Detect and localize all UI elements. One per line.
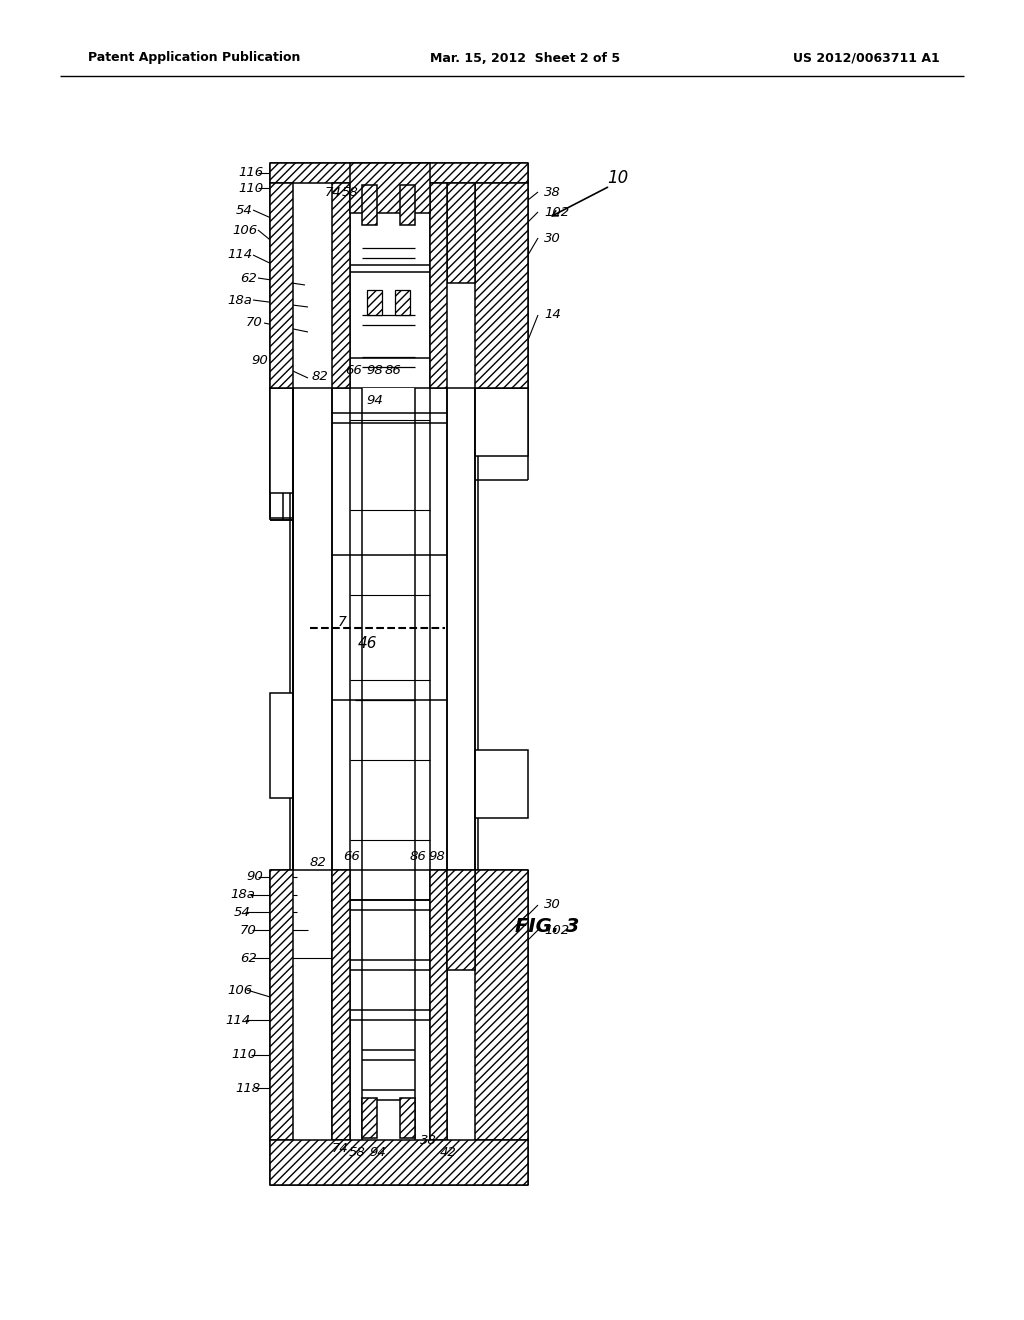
Bar [362, 185, 377, 224]
Text: 46: 46 [357, 635, 377, 651]
Bar [332, 870, 350, 1140]
Bar [362, 162, 415, 393]
Text: 94: 94 [370, 1147, 386, 1159]
Text: 90: 90 [246, 870, 263, 883]
Text: 58: 58 [348, 1147, 366, 1159]
Bar [475, 870, 528, 1140]
Text: 106: 106 [227, 983, 252, 997]
Text: 38: 38 [420, 1134, 436, 1147]
Bar [270, 388, 293, 492]
Text: 42: 42 [439, 1147, 457, 1159]
Text: 114: 114 [227, 248, 252, 261]
Text: 54: 54 [233, 906, 250, 919]
Text: 70: 70 [241, 924, 257, 936]
Text: 116: 116 [238, 166, 263, 180]
Text: 66: 66 [346, 363, 362, 376]
Text: FIG. 3: FIG. 3 [515, 917, 580, 936]
Bar [270, 183, 293, 388]
Bar [447, 388, 475, 870]
Text: 74: 74 [325, 186, 341, 198]
Text: Patent Application Publication: Patent Application Publication [88, 51, 300, 65]
Text: 58: 58 [342, 186, 358, 198]
Text: 10: 10 [607, 169, 629, 187]
Bar [447, 183, 475, 282]
Text: 82: 82 [311, 371, 329, 384]
Text: 62: 62 [241, 272, 257, 285]
Text: 82: 82 [309, 855, 327, 869]
Text: 18a: 18a [230, 888, 255, 902]
Bar [362, 162, 415, 1185]
Text: 110: 110 [230, 1048, 256, 1061]
Bar [350, 162, 430, 213]
Text: 70: 70 [246, 317, 263, 330]
Bar [367, 290, 382, 315]
Text: 106: 106 [231, 223, 257, 236]
Text: 114: 114 [225, 1014, 250, 1027]
Bar [430, 870, 447, 1140]
Bar [400, 185, 415, 224]
Bar [475, 750, 528, 818]
Text: 90: 90 [251, 354, 268, 367]
Text: 30: 30 [544, 231, 561, 244]
Bar [403, 1104, 413, 1117]
Bar [270, 870, 293, 1140]
Bar [270, 388, 293, 517]
Text: 102: 102 [544, 924, 569, 936]
Text: 7: 7 [338, 615, 346, 630]
Bar [475, 183, 528, 388]
Bar [270, 693, 293, 799]
Text: 30: 30 [544, 899, 561, 912]
Bar [362, 1098, 377, 1138]
Bar [395, 290, 410, 315]
Text: 66: 66 [344, 850, 360, 863]
Text: 18a: 18a [227, 293, 252, 306]
Bar [270, 1140, 528, 1185]
Text: 86: 86 [410, 850, 426, 863]
Bar [447, 870, 475, 970]
Text: 14: 14 [544, 309, 561, 322]
Text: US 2012/0063711 A1: US 2012/0063711 A1 [794, 51, 940, 65]
Bar [365, 1104, 375, 1117]
Bar [430, 183, 447, 388]
Text: 62: 62 [241, 952, 257, 965]
Text: 54: 54 [236, 203, 252, 216]
Bar [365, 187, 375, 202]
Bar [362, 388, 415, 870]
Text: 86: 86 [385, 363, 401, 376]
Bar [270, 162, 528, 183]
Bar [293, 388, 332, 870]
Bar [475, 388, 528, 455]
Text: Mar. 15, 2012  Sheet 2 of 5: Mar. 15, 2012 Sheet 2 of 5 [430, 51, 621, 65]
Text: 118: 118 [234, 1081, 260, 1094]
Text: 98: 98 [429, 850, 445, 863]
Text: 74: 74 [332, 1142, 348, 1155]
Text: 38: 38 [544, 186, 561, 198]
Text: 98: 98 [367, 363, 383, 376]
Bar [362, 870, 415, 1191]
Bar [332, 183, 350, 388]
Text: 110: 110 [238, 181, 263, 194]
Text: 102: 102 [544, 206, 569, 219]
Bar [400, 1098, 415, 1138]
Text: 94: 94 [367, 393, 383, 407]
Bar [403, 187, 413, 202]
